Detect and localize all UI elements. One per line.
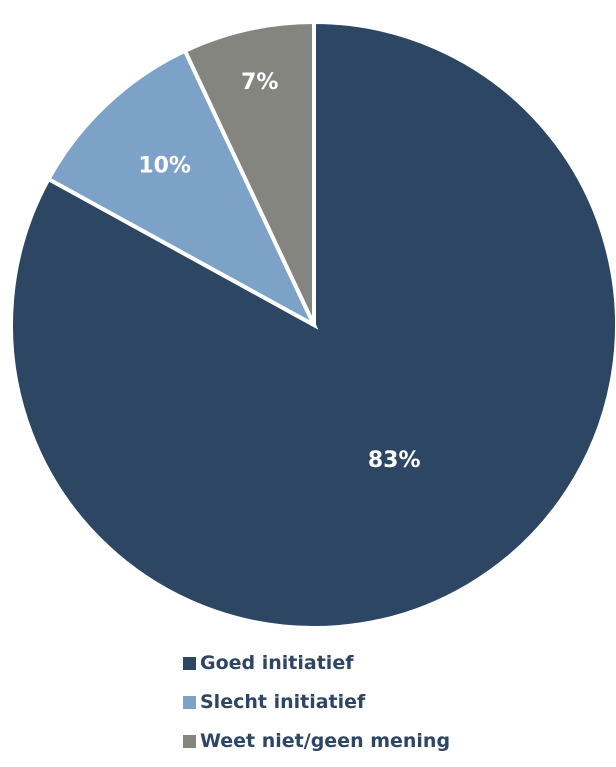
- legend-swatch-weet-niet-geen-mening: [183, 735, 196, 748]
- pie-data-labels: 83% 10% 7%: [138, 70, 420, 473]
- legend-label-weet-niet-geen-mening: Weet niet/geen mening: [200, 730, 451, 752]
- legend-item-goed-initiatief: Goed initiatief: [183, 650, 603, 677]
- data-label-slecht-initiatief: 10%: [138, 153, 191, 178]
- legend-label-slecht-initiatief: Slecht initiatief: [200, 691, 366, 713]
- legend-item-slecht-initiatief: Slecht initiatief: [183, 689, 603, 716]
- data-label-weet-niet-geen-mening: 7%: [241, 70, 278, 95]
- pie-slices: [9, 19, 616, 630]
- pie-slice-weet-niet-geen-mening: [182, 19, 316, 326]
- pie-slice-slecht-initiatief: [45, 48, 319, 330]
- legend-label-goed-initiatief: Goed initiatief: [200, 652, 354, 674]
- legend-swatch-slecht-initiatief: [183, 696, 196, 709]
- pie-chart-svg: 83% 10% 7%: [9, 19, 616, 630]
- legend-swatch-goed-initiatief: [183, 657, 196, 670]
- chart-legend: Goed initiatief Slecht initiatief Weet n…: [183, 650, 603, 767]
- data-label-goed-initiatief: 83%: [368, 448, 421, 473]
- legend-item-weet-niet-geen-mening: Weet niet/geen mening: [183, 728, 603, 755]
